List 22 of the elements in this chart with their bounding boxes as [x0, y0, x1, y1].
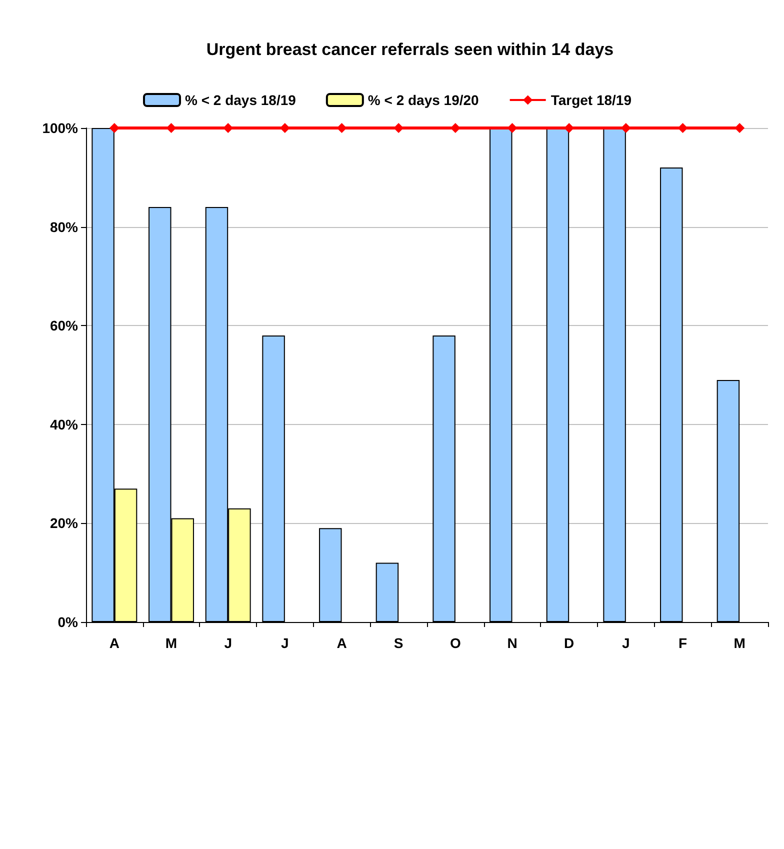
y-tick-label: 0%	[58, 614, 79, 630]
y-tick-label: 60%	[50, 318, 79, 334]
y-tick-label: 40%	[50, 416, 79, 432]
x-tick-label: J	[622, 635, 630, 651]
y-tick-label: 100%	[42, 120, 79, 136]
x-tick-label: A	[336, 635, 347, 651]
legend-label: % < 2 days 19/20	[368, 92, 480, 108]
chart-title: Urgent breast cancer referrals seen within 14 days	[206, 40, 614, 59]
x-tick-label: D	[564, 635, 574, 651]
legend-label: Target 18/19	[550, 92, 632, 108]
x-tick-label: J	[281, 635, 289, 651]
x-tick-label: O	[450, 635, 461, 651]
x-tick-label: S	[394, 635, 404, 651]
x-tick-label: J	[224, 635, 232, 651]
x-tick-label: M	[734, 635, 746, 651]
x-tick-label: M	[165, 635, 178, 651]
y-tick-label: 20%	[50, 515, 79, 532]
x-tick-label: F	[678, 635, 688, 651]
legend-label: % < 2 days 18/19	[185, 92, 296, 108]
x-tick-label: N	[507, 635, 518, 651]
x-tick-label: A	[109, 635, 120, 651]
y-tick-label: 80%	[50, 218, 79, 235]
